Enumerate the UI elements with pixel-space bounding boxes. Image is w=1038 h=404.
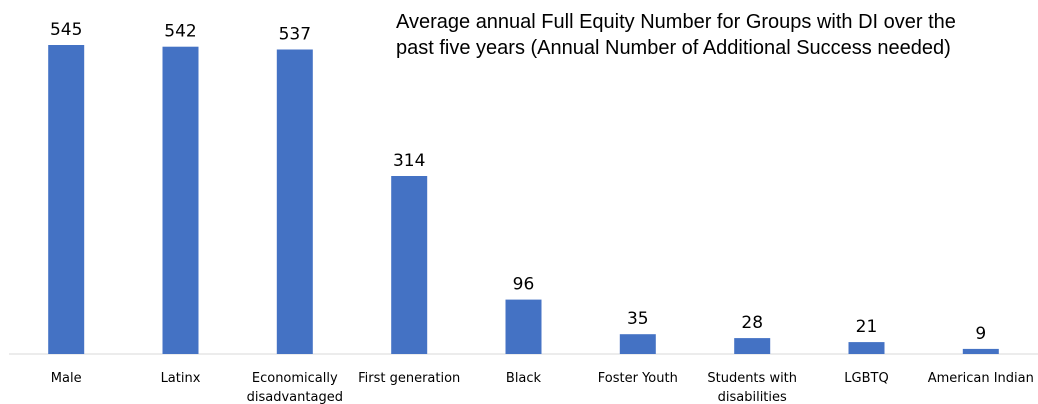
category-tick-label: Latinx [161,371,201,386]
data-label: 28 [741,313,763,333]
category-tick-label: Economically [252,371,338,386]
category-tick-label: Male [51,371,82,386]
bar [391,176,428,354]
bars-group [48,45,999,354]
bar [962,348,999,354]
bar [276,49,313,354]
data-label: 21 [856,317,878,337]
category-tick-label: Students with [707,371,797,386]
category-tick-label: American Indian [928,371,1034,386]
category-tick-label: disabilities [718,390,787,404]
category-tick-label: Black [506,371,542,386]
data-label: 542 [164,22,196,42]
bar [48,45,85,354]
bar [619,334,656,354]
category-labels-group: Male Latinx Economically disadvantaged First… [51,371,1034,404]
data-label: 545 [50,20,82,40]
data-label: 35 [627,309,649,329]
chart-title-line-2: past five years (Annual Number of Additi… [396,37,951,59]
data-label: 314 [393,151,425,171]
value-labels-group: 545 542 537 314 96 35 28 21 9 [50,20,986,344]
category-tick-label: disadvantaged [247,390,343,404]
chart-title-line-1: Average annual Full Equity Number for Gr… [396,11,956,33]
category-tick-label: Foster Youth [598,371,678,386]
bar [848,342,885,354]
category-tick-label: First generation [358,371,460,386]
bar [734,338,771,354]
bar [505,299,542,354]
data-label: 96 [513,275,535,295]
chart-title: Average annual Full Equity Number for Gr… [396,11,956,59]
category-tick-label: LGBTQ [844,371,888,386]
bar [162,46,199,354]
data-label: 9 [975,324,986,344]
data-label: 537 [279,25,311,45]
